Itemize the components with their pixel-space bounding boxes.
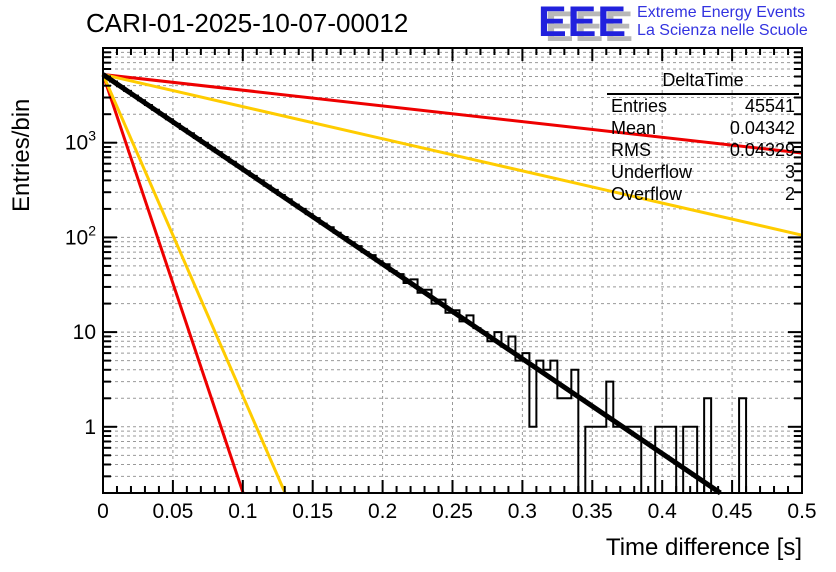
stats-row-value: 0.04342 (729, 118, 795, 138)
x-tick-label: 0.3 (508, 500, 537, 523)
stats-row-label: RMS (611, 140, 651, 160)
y-axis-title: Entries/bin (8, 98, 35, 212)
stats-row: Underflow 3 (607, 161, 799, 183)
stats-row: Mean 0.04342 (607, 117, 799, 139)
red-fast-line (101, 74, 245, 494)
x-tick-label: 0.2 (368, 500, 397, 523)
stats-row-value: 0.04329 (729, 140, 795, 160)
x-tick-label: 0.4 (648, 500, 678, 523)
eee-logo-line1: Extreme Energy Events (637, 4, 806, 21)
stats-row: Overflow 2 (607, 183, 799, 205)
eee-logo-text: Extreme Energy Events La Scienza nelle S… (637, 4, 808, 40)
stats-row: RMS 0.04329 (607, 139, 799, 161)
y-tick-label: 102 (65, 222, 96, 249)
x-tick-label: 0.35 (572, 500, 613, 523)
exponential-fit (101, 72, 722, 496)
stats-box-rows: Entries 45541 Mean 0.04342 RMS 0.04329 Underfl… (607, 95, 799, 205)
red-slow-line (102, 73, 803, 155)
stats-box: DeltaTime Entries 45541 Mean 0.04342 RMS 0.04… (607, 70, 799, 205)
stats-box-title: DeltaTime (607, 70, 799, 95)
x-tick-label: 0.15 (292, 500, 333, 523)
stats-row-value: 45541 (744, 96, 795, 116)
stats-row-value: 3 (784, 162, 795, 182)
x-tick-label: 0.5 (787, 500, 816, 523)
y-tick-label: 10 (73, 321, 96, 344)
eee-logo-line2: La Scienza nelle Scuole (637, 22, 808, 39)
stats-row-label: Mean (611, 118, 657, 138)
stats-row-label: Overflow (611, 184, 683, 204)
x-tick-label: 0.05 (152, 500, 193, 523)
x-tick-label: 0 (97, 500, 109, 523)
stats-row-value: 2 (784, 184, 795, 204)
stats-row-label: Underflow (611, 162, 693, 182)
x-tick-label: 0.45 (712, 500, 753, 523)
eee-logo-acronym: EEE (538, 0, 628, 46)
x-axis-title: Time difference [s] (605, 534, 802, 561)
stats-row: Entries 45541 (607, 95, 799, 117)
x-tick-label: 0.1 (228, 500, 257, 523)
x-tick-label: 0.25 (432, 500, 473, 523)
y-tick-label: 103 (65, 128, 96, 155)
y-tick-label: 1 (84, 416, 96, 439)
yellow-slow-line (102, 73, 803, 237)
plot-title: CARI-01-2025-10-07-00012 (86, 8, 409, 38)
stats-row-label: Entries (611, 96, 668, 116)
eee-logo: EEE Extreme Energy Events La Scienza nel… (538, 0, 808, 46)
yellow-fast-line (101, 73, 287, 494)
